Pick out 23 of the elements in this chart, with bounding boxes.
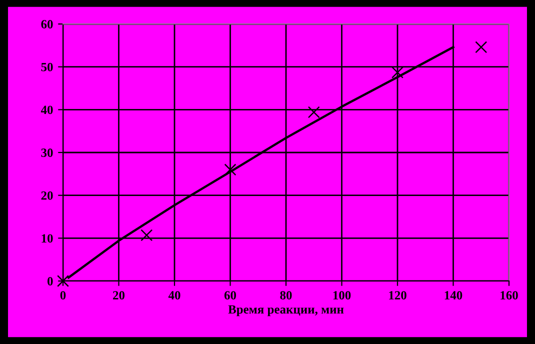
y-tick-label: 20: [41, 191, 53, 200]
x-tick-label: 160: [500, 291, 518, 300]
point: [56, 274, 70, 288]
x-tick-label: 40: [168, 291, 180, 300]
y-tick-label: 50: [41, 62, 53, 72]
point: [308, 106, 320, 118]
y-tick-label: 30: [41, 148, 53, 157]
point: [475, 41, 488, 54]
point: [140, 229, 153, 242]
x-tick-label: 20: [113, 291, 125, 300]
x-tick-label: 100: [333, 291, 351, 300]
x-tick-label: 140: [444, 291, 462, 300]
y-tick-label: 40: [40, 106, 53, 114]
y-tick-label: 0: [48, 277, 53, 286]
point: [391, 66, 404, 78]
x-tick-label: 0: [60, 291, 66, 300]
x-axis-title: Время реакции, мин: [228, 305, 344, 316]
y-tick-label: 10: [42, 234, 53, 243]
x-tick-label: 120: [389, 291, 406, 300]
y-tick-label: 60: [41, 20, 53, 28]
x-tick-label: 80: [280, 291, 292, 300]
point: [224, 164, 236, 176]
x-tick-label: 60: [224, 291, 236, 300]
